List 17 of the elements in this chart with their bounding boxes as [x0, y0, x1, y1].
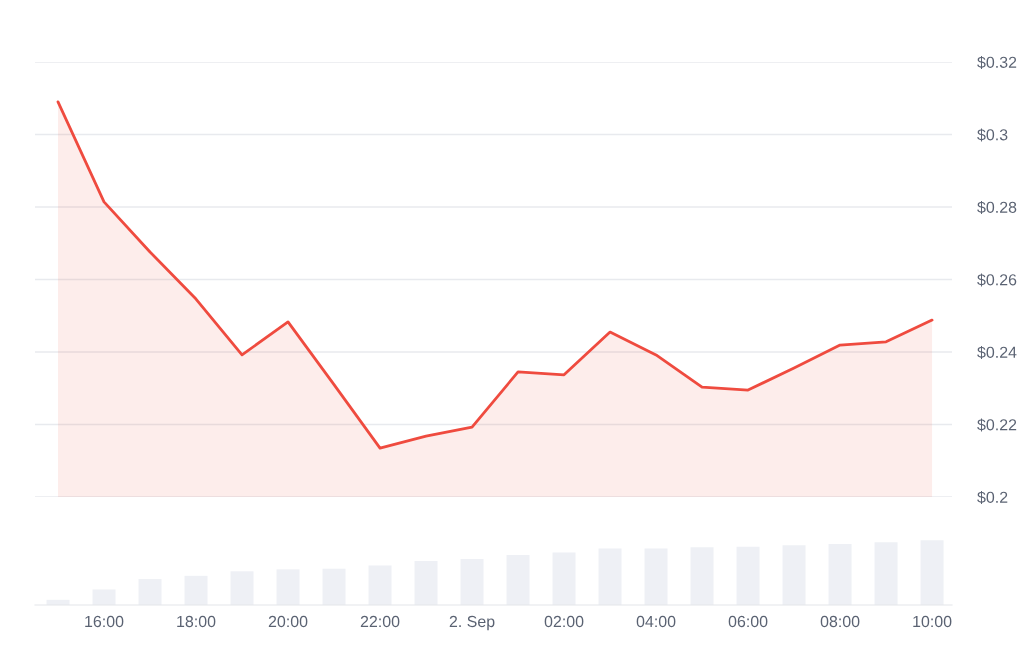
- y-tick-label: $0.22: [977, 418, 1017, 432]
- x-tick-label: 06:00: [728, 615, 768, 628]
- x-tick-label: 2. Sep: [449, 615, 495, 631]
- x-tick-label: 22:00: [360, 615, 400, 628]
- y-tick-label: $0.32: [977, 55, 1017, 69]
- x-tick-label: 20:00: [268, 615, 308, 628]
- y-tick-label: $0.3: [977, 128, 1008, 142]
- y-tick-label: $0.24: [977, 345, 1017, 359]
- y-tick-label: $0.28: [977, 200, 1017, 214]
- x-tick-label: 18:00: [177, 615, 216, 628]
- x-tick-label: 08:00: [820, 615, 860, 628]
- y-tick-label: $0.2: [977, 490, 1008, 504]
- x-tick-label: 02:00: [544, 615, 584, 628]
- x-tick-label: 10:00: [913, 615, 952, 628]
- x-tick-label: 04:00: [636, 615, 676, 628]
- x-tick-label: 16:00: [85, 615, 124, 628]
- y-tick-label: $0.26: [977, 273, 1017, 287]
